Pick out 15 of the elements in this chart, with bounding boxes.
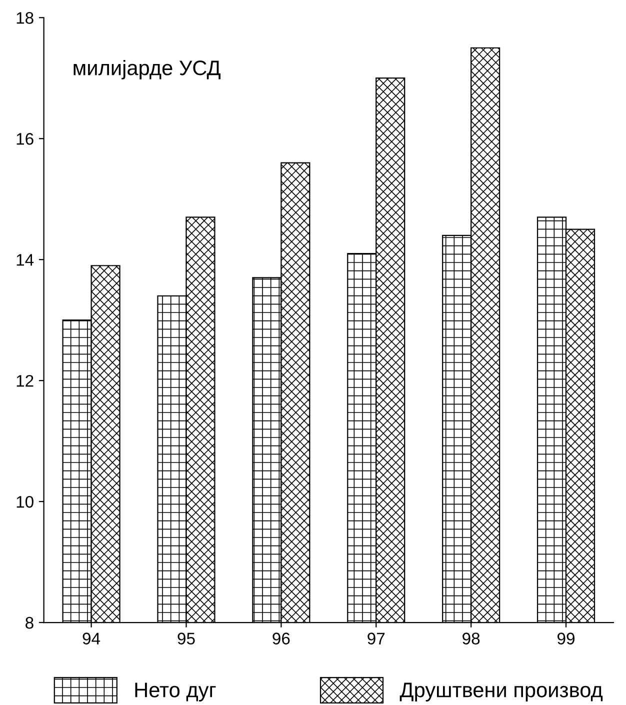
legend-label: Друштвени производ: [400, 682, 603, 702]
x-tick-label: 94: [82, 632, 100, 644]
annotation: милијарде УСД: [74, 60, 220, 80]
y-tick-label: 16: [16, 133, 34, 145]
y-tick-label: 18: [16, 12, 34, 24]
y-tick-label: 14: [16, 254, 34, 266]
y-tick-label: 10: [16, 496, 34, 508]
y-tick-label: 12: [16, 374, 34, 387]
legend-label: Нето дуг: [135, 682, 216, 702]
x-tick-label: 97: [368, 632, 385, 644]
x-tick-label: 96: [272, 632, 290, 644]
x-tick-label: 99: [558, 632, 574, 644]
y-tick-label: 8: [26, 616, 34, 629]
x-tick-label: 95: [178, 632, 195, 644]
x-tick-label: 98: [462, 632, 480, 644]
